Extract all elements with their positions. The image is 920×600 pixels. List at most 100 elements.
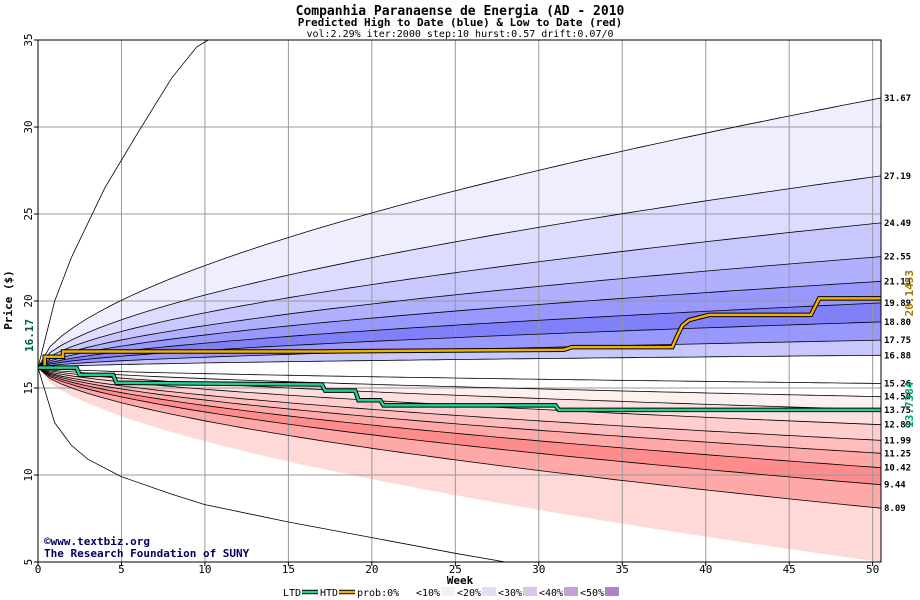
percentile-curve bbox=[37, 367, 882, 454]
percentile-end-label: 18.80 bbox=[884, 318, 911, 328]
percentile-end-labels: 31.67 27.19 24.49 22.55 21.13 19.89 18.80 17.75… bbox=[884, 94, 911, 514]
x-axis-label: Week bbox=[447, 574, 474, 587]
y-axis: 5 10 15 20 25 30 35 bbox=[22, 33, 38, 565]
percentile-curve bbox=[37, 367, 882, 486]
x-tick-label: 0 bbox=[35, 563, 42, 576]
x-tick-label: 20 bbox=[365, 563, 378, 576]
y-tick-label: 30 bbox=[22, 120, 35, 133]
legend-label: <40% bbox=[539, 588, 563, 599]
percentile-end-label: 27.19 bbox=[884, 172, 911, 182]
ltd-line bbox=[38, 366, 881, 412]
lower-band bbox=[38, 367, 881, 468]
lower-band bbox=[38, 367, 881, 562]
legend-label: LTD bbox=[283, 588, 301, 599]
percentile-curve bbox=[37, 367, 882, 384]
percentile-curve bbox=[37, 175, 882, 368]
upper-band bbox=[38, 222, 881, 368]
legend-swatch bbox=[564, 587, 578, 596]
y-axis-label: Price ($) bbox=[2, 270, 15, 330]
y-tick-label: 15 bbox=[22, 381, 35, 394]
percentile-end-label: 16.88 bbox=[884, 351, 911, 361]
percentile-end-label: 19.89 bbox=[884, 299, 911, 309]
percentile-curve bbox=[37, 302, 882, 368]
percentile-curve bbox=[37, 367, 882, 509]
htd-end-label: 20.1453 bbox=[903, 270, 916, 316]
x-axis: 0 5 10 15 20 25 30 35 40 45 50 bbox=[35, 562, 879, 576]
percentile-end-label: 22.55 bbox=[884, 253, 911, 263]
percentile-end-label: 11.99 bbox=[884, 436, 911, 446]
y-tick-label: 25 bbox=[22, 207, 35, 220]
legend-label: <20% bbox=[457, 588, 481, 599]
chart-subtitle: Predicted High to Date (blue) & Low to D… bbox=[298, 16, 623, 29]
x-tick-label: 25 bbox=[449, 563, 462, 576]
percentile-end-label: 10.42 bbox=[884, 464, 911, 474]
percentile-curves bbox=[37, 39, 882, 563]
credit-org: The Research Foundation of SUNY bbox=[44, 547, 250, 560]
percentile-end-label: 21.13 bbox=[884, 277, 911, 287]
percentile-end-label: 11.25 bbox=[884, 449, 911, 459]
x-tick-label: 15 bbox=[282, 563, 295, 576]
percentile-end-label: 31.67 bbox=[884, 94, 911, 104]
series-lines bbox=[38, 296, 881, 413]
x-tick-label: 45 bbox=[783, 563, 796, 576]
probability-bands bbox=[38, 40, 881, 562]
legend-label: <50% bbox=[580, 588, 604, 599]
start-price-label: 16.17 bbox=[23, 319, 36, 352]
legend-label: prob:0% bbox=[357, 588, 399, 599]
percentile-end-label: 8.09 bbox=[884, 504, 906, 514]
upper-band bbox=[38, 281, 881, 368]
y-tick-label: 5 bbox=[22, 559, 35, 566]
legend-swatch bbox=[441, 587, 455, 596]
x-tick-label: 30 bbox=[532, 563, 545, 576]
x-tick-label: 50 bbox=[866, 563, 879, 576]
percentile-curve bbox=[37, 222, 882, 368]
upper-band bbox=[38, 321, 881, 368]
percentile-curve bbox=[37, 97, 882, 368]
ltd-end-label: 13.7384 bbox=[903, 381, 916, 428]
percentile-end-label: 15.26 bbox=[884, 379, 911, 389]
percentile-end-label: 9.44 bbox=[884, 481, 906, 491]
chart-title: Companhia Paranaense de Energia (AD - 20… bbox=[296, 4, 625, 19]
y-tick-label: 10 bbox=[22, 468, 35, 481]
percentile-end-label: 24.49 bbox=[884, 219, 911, 229]
legend-swatch bbox=[605, 587, 619, 596]
legend-swatch bbox=[400, 587, 414, 596]
x-tick-label: 5 bbox=[118, 563, 125, 576]
lower-band bbox=[38, 367, 881, 485]
percentile-end-label: 13.75 bbox=[884, 406, 911, 416]
lower-band bbox=[38, 367, 881, 410]
credit-url: ©www.textbiz.org bbox=[44, 535, 150, 548]
percentile-curve bbox=[37, 354, 882, 368]
y-tick-label: 20 bbox=[22, 294, 35, 307]
chart-params: vol:2.29% iter:2000 step:10 hurst:0.57 d… bbox=[306, 29, 613, 40]
lower-band bbox=[38, 367, 881, 454]
x-tick-label: 35 bbox=[616, 563, 629, 576]
legend: LTD HTD prob:0% <10% <20% <30% <40% <50% bbox=[283, 587, 619, 599]
percentile-end-label: 17.75 bbox=[884, 336, 911, 346]
htd-line bbox=[38, 297, 881, 369]
legend-swatch bbox=[523, 587, 537, 596]
percentile-curve bbox=[37, 280, 882, 368]
percentile-end-label: 12.89 bbox=[884, 421, 911, 431]
percentile-end-label: 14.50 bbox=[884, 393, 911, 403]
percentile-curve bbox=[37, 367, 882, 469]
upper-band bbox=[38, 302, 881, 368]
legend-label: <30% bbox=[498, 588, 522, 599]
outer-lower-curve bbox=[37, 367, 506, 563]
outer-upper-curve bbox=[37, 39, 209, 368]
x-tick-label: 10 bbox=[198, 563, 211, 576]
lower-band bbox=[38, 367, 881, 441]
legend-label: HTD bbox=[320, 588, 338, 599]
upper-band bbox=[38, 40, 881, 368]
lower-band bbox=[38, 367, 881, 509]
upper-band bbox=[38, 97, 881, 368]
legend-label: <10% bbox=[416, 588, 440, 599]
x-tick-label: 40 bbox=[699, 563, 712, 576]
percentile-curve bbox=[37, 367, 882, 441]
percentile-curve bbox=[37, 256, 882, 368]
legend-swatch bbox=[482, 587, 496, 596]
y-tick-label: 35 bbox=[22, 33, 35, 46]
percentile-curve bbox=[37, 367, 882, 398]
upper-band bbox=[38, 256, 881, 368]
